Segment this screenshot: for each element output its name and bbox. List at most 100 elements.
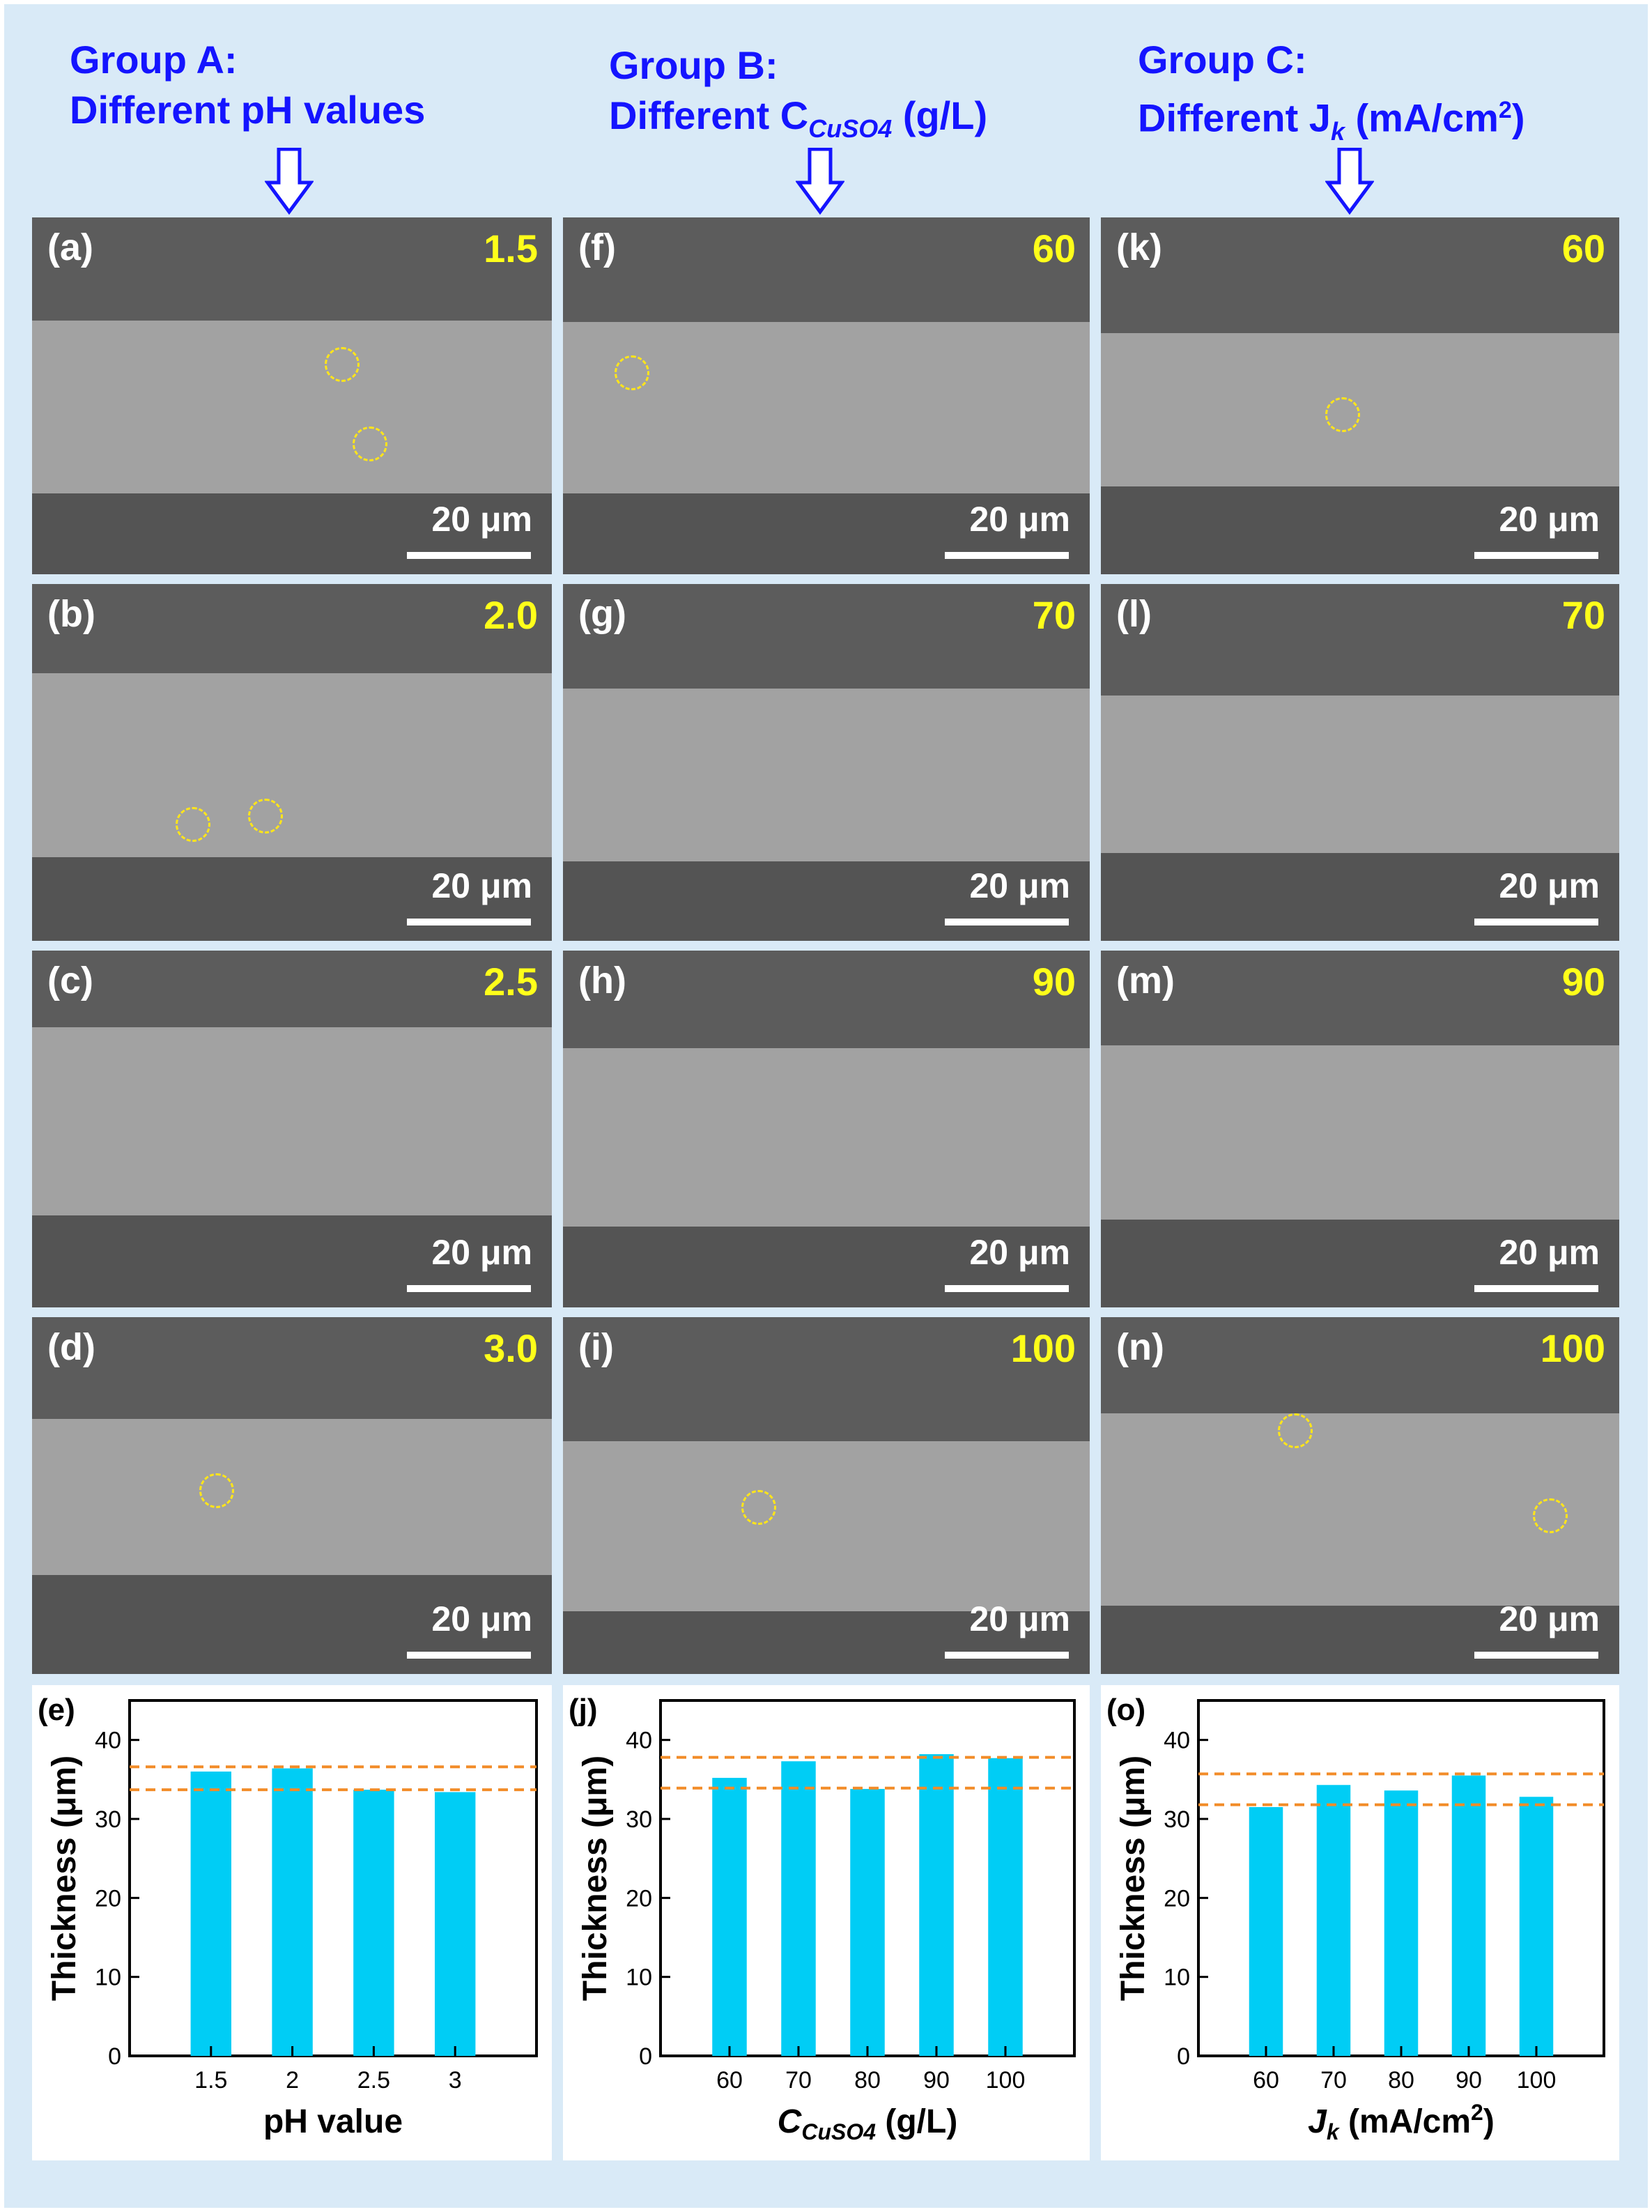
bar [1249,1807,1283,2056]
thickness-chart-j: 0 10 20 30 40 Thickness (μm) 60 70 80 90 100 (j) CCu… [569,1693,1076,2144]
scale-bar [407,919,531,925]
x-tick-label: 60 [1253,2067,1279,2094]
group-b-line2-sub: CuSO4 [808,114,893,144]
y-tick-label: 0 [108,2043,121,2070]
y-tick-label: 40 [626,1728,652,1754]
scale-bar [1474,1285,1598,1292]
defect-circle [615,355,649,390]
x-tick-label: 100 [1517,2067,1557,2094]
y-tick-label: 10 [626,1965,652,1991]
y-tick-label: 30 [626,1806,652,1833]
defect-circle [248,799,283,834]
group-c-line2: Different Jk (mA/cm2) [1138,85,1524,157]
scale-bar [407,1285,531,1292]
scale-bar-label: 20 μm [431,1599,532,1638]
x-tick-label: 80 [1388,2067,1414,2094]
defect-circle [1533,1498,1568,1533]
defect-circle [176,807,210,842]
panel-label: (m) [1116,960,1175,1001]
scale-bar-label: 20 μm [431,1233,532,1272]
panel-value: 2.5 [484,960,538,1004]
x-tick-label: 2 [286,2067,299,2094]
scale-bar-label: 20 μm [969,500,1070,539]
x-tick-label: 3 [449,2067,462,2094]
defect-circle [353,427,387,461]
x-tick-label: 90 [923,2067,950,2094]
panel-value: 1.5 [484,226,538,270]
x-tick-label: 1.5 [194,2067,227,2094]
group-b-line1: Group B: [609,43,778,87]
bar [850,1788,885,2056]
scale-bar-label: 20 μm [431,500,532,539]
sem-panel-i: (i) 100 20 μm [563,1317,1090,1674]
panel-label: (i) [578,1326,614,1368]
y-tick-label: 30 [1164,1806,1190,1833]
panel-label: (n) [1116,1326,1164,1368]
bar [353,1790,394,2056]
scale-bar [1474,552,1598,559]
panel-label: (k) [1116,226,1162,268]
y-tick-label: 20 [1164,1885,1190,1912]
defect-circle [741,1490,776,1525]
sem-panel-b: (b) 2.0 20 μm [32,584,552,941]
bar [190,1772,231,2056]
y-tick-label: 20 [95,1885,121,1912]
y-axis-label: Thickness (μm) [46,1756,83,2001]
panel-value: 100 [1010,1326,1076,1370]
sem-panel-k: (k) 60 20 μm [1101,217,1619,574]
panel-value: 70 [1032,593,1076,637]
y-tick-label: 10 [95,1965,121,1991]
group-a-line1: Group A: [70,38,238,82]
y-tick-label: 40 [95,1728,121,1754]
down-arrow-icon [796,148,844,215]
panel-value: 2.0 [484,593,538,637]
scale-bar [945,552,1069,559]
y-tick-label: 0 [639,2043,652,2070]
y-axis-label: Thickness (μm) [1115,1756,1152,2001]
sem-panel-g: (g) 70 20 μm [563,584,1090,941]
scale-bar [1474,919,1598,925]
group-a-line2-text: Different pH values [70,88,426,132]
chart-o-container: 0 10 20 30 40 Thickness (μm) 60 70 80 90 100 (o) Jk … [1101,1685,1619,2160]
bar [1316,1785,1351,2056]
scale-bar-label: 20 μm [1499,1233,1600,1272]
panel-label: (a) [47,226,93,268]
panel-value: 70 [1561,593,1605,637]
defect-circle [1278,1413,1313,1448]
thickness-chart-e: 0 10 20 30 40 Thickness (μm) 1.5 2 2.5 3 (e) pH val… [38,1693,538,2140]
group-c-line2-sub: k [1330,116,1345,146]
panel-value: 100 [1540,1326,1605,1370]
panel-label: (b) [47,593,95,635]
bar [1384,1790,1419,2056]
panel-value: 3.0 [484,1326,538,1370]
group-c-line1: Group C: [1138,38,1307,82]
group-c-line2-post: (mA/cm [1344,95,1499,140]
y-tick-label: 0 [1177,2043,1190,2070]
scale-bar-label: 20 μm [969,866,1070,905]
bar [781,1761,816,2056]
scale-bar-label: 20 μm [1499,866,1600,905]
x-tick-label: 2.5 [357,2067,390,2094]
panel-label: (e) [38,1693,75,1727]
scale-bar [407,1652,531,1659]
sem-panel-a: (a) 1.5 20 μm [32,217,552,574]
bar [1451,1775,1486,2056]
y-axis-label: Thickness (μm) [577,1756,614,2001]
y-tick-label: 10 [1164,1965,1190,1991]
panel-label: (c) [47,960,93,1001]
panel-label: (l) [1116,593,1152,635]
group-b-line2: Different CCuSO4 (g/L) [609,91,987,154]
bar [919,1754,954,2056]
bar [988,1758,1023,2056]
group-c-title: Group C: Different Jk (mA/cm2) [1138,35,1524,157]
group-b-title: Group B: Different CCuSO4 (g/L) [609,40,987,154]
sem-panel-d: (d) 3.0 20 μm [32,1317,552,1674]
panel-label: (f) [578,226,616,268]
x-tick-label: 60 [716,2067,743,2094]
thickness-chart-o: 0 10 20 30 40 Thickness (μm) 60 70 80 90 100 (o) Jk … [1106,1693,1605,2144]
chart-e-container: 0 10 20 30 40 Thickness (μm) 1.5 2 2.5 3 (e) pH val… [32,1685,552,2160]
group-a-title: Group A: Different pH values [70,35,425,135]
panel-label: (g) [578,593,626,635]
panel-value: 60 [1561,226,1605,270]
x-axis-label: Jk (mA/cm2) [1308,2100,1495,2144]
